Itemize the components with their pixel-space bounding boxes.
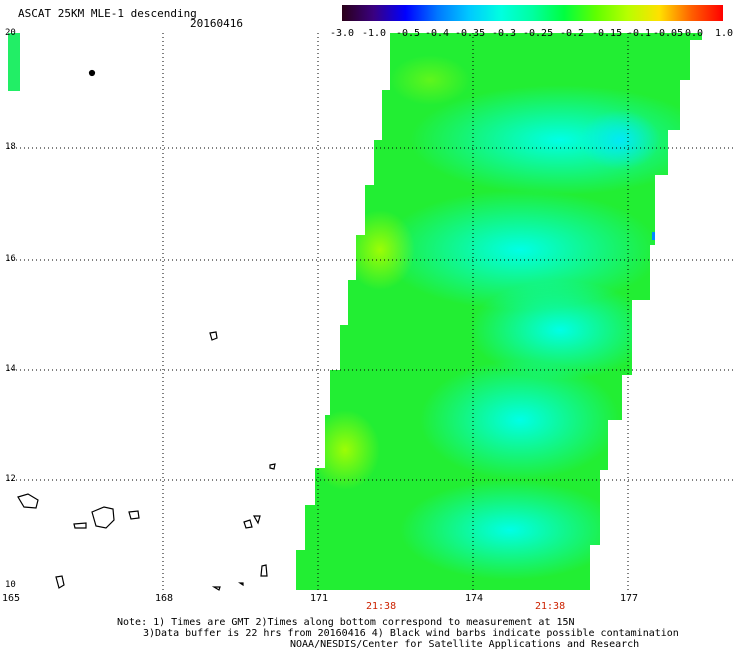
- time-label: 21:38: [535, 601, 566, 612]
- note-line-3: NOAA/NESDIS/Center for Satellite Applica…: [290, 639, 640, 650]
- lon-label: 168: [155, 593, 174, 604]
- map-date: 20160416: [190, 17, 243, 30]
- colorbar-label: -0.1: [627, 28, 652, 39]
- colorbar-label: -0.4: [425, 28, 450, 39]
- lat-label: 18: [5, 142, 16, 152]
- colorbar-label: -0.05: [653, 28, 684, 39]
- lat-label: 10: [5, 580, 16, 590]
- data-patch: [8, 33, 20, 91]
- colorbar-label: 0.0: [685, 28, 704, 39]
- map-title: ASCAT 25KM MLE-1 descending: [18, 7, 197, 20]
- lat-label: 12: [5, 474, 16, 484]
- swath-data: [296, 33, 702, 590]
- colorbar-label: -0.3: [492, 28, 517, 39]
- lon-label: 177: [620, 593, 639, 604]
- colorbar-label: 1.0: [715, 28, 734, 39]
- colorbar-label: -3.0: [330, 28, 355, 39]
- colorbar-label: -0.5: [396, 28, 421, 39]
- colorbar-label: -0.15: [592, 28, 623, 39]
- colorbar-label: -1.0: [362, 28, 387, 39]
- lon-label: 174: [465, 593, 484, 604]
- time-label: 21:38: [366, 601, 397, 612]
- lon-label: 165: [2, 593, 21, 604]
- lat-label: 20: [5, 28, 16, 38]
- colorbar-label: -0.25: [523, 28, 554, 39]
- colorbar-label: -0.35: [455, 28, 486, 39]
- graticule: [8, 33, 733, 590]
- colorbar: [342, 5, 723, 21]
- lon-label: 171: [310, 593, 329, 604]
- colorbar-label: -0.2: [560, 28, 585, 39]
- note-line-1: Note: 1) Times are GMT 2)Times along bot…: [117, 617, 575, 628]
- islands: [17, 69, 276, 591]
- lat-label: 16: [5, 254, 16, 264]
- lat-label: 14: [5, 364, 16, 374]
- note-line-2: 3)Data buffer is 22 hrs from 20160416 4)…: [143, 628, 679, 639]
